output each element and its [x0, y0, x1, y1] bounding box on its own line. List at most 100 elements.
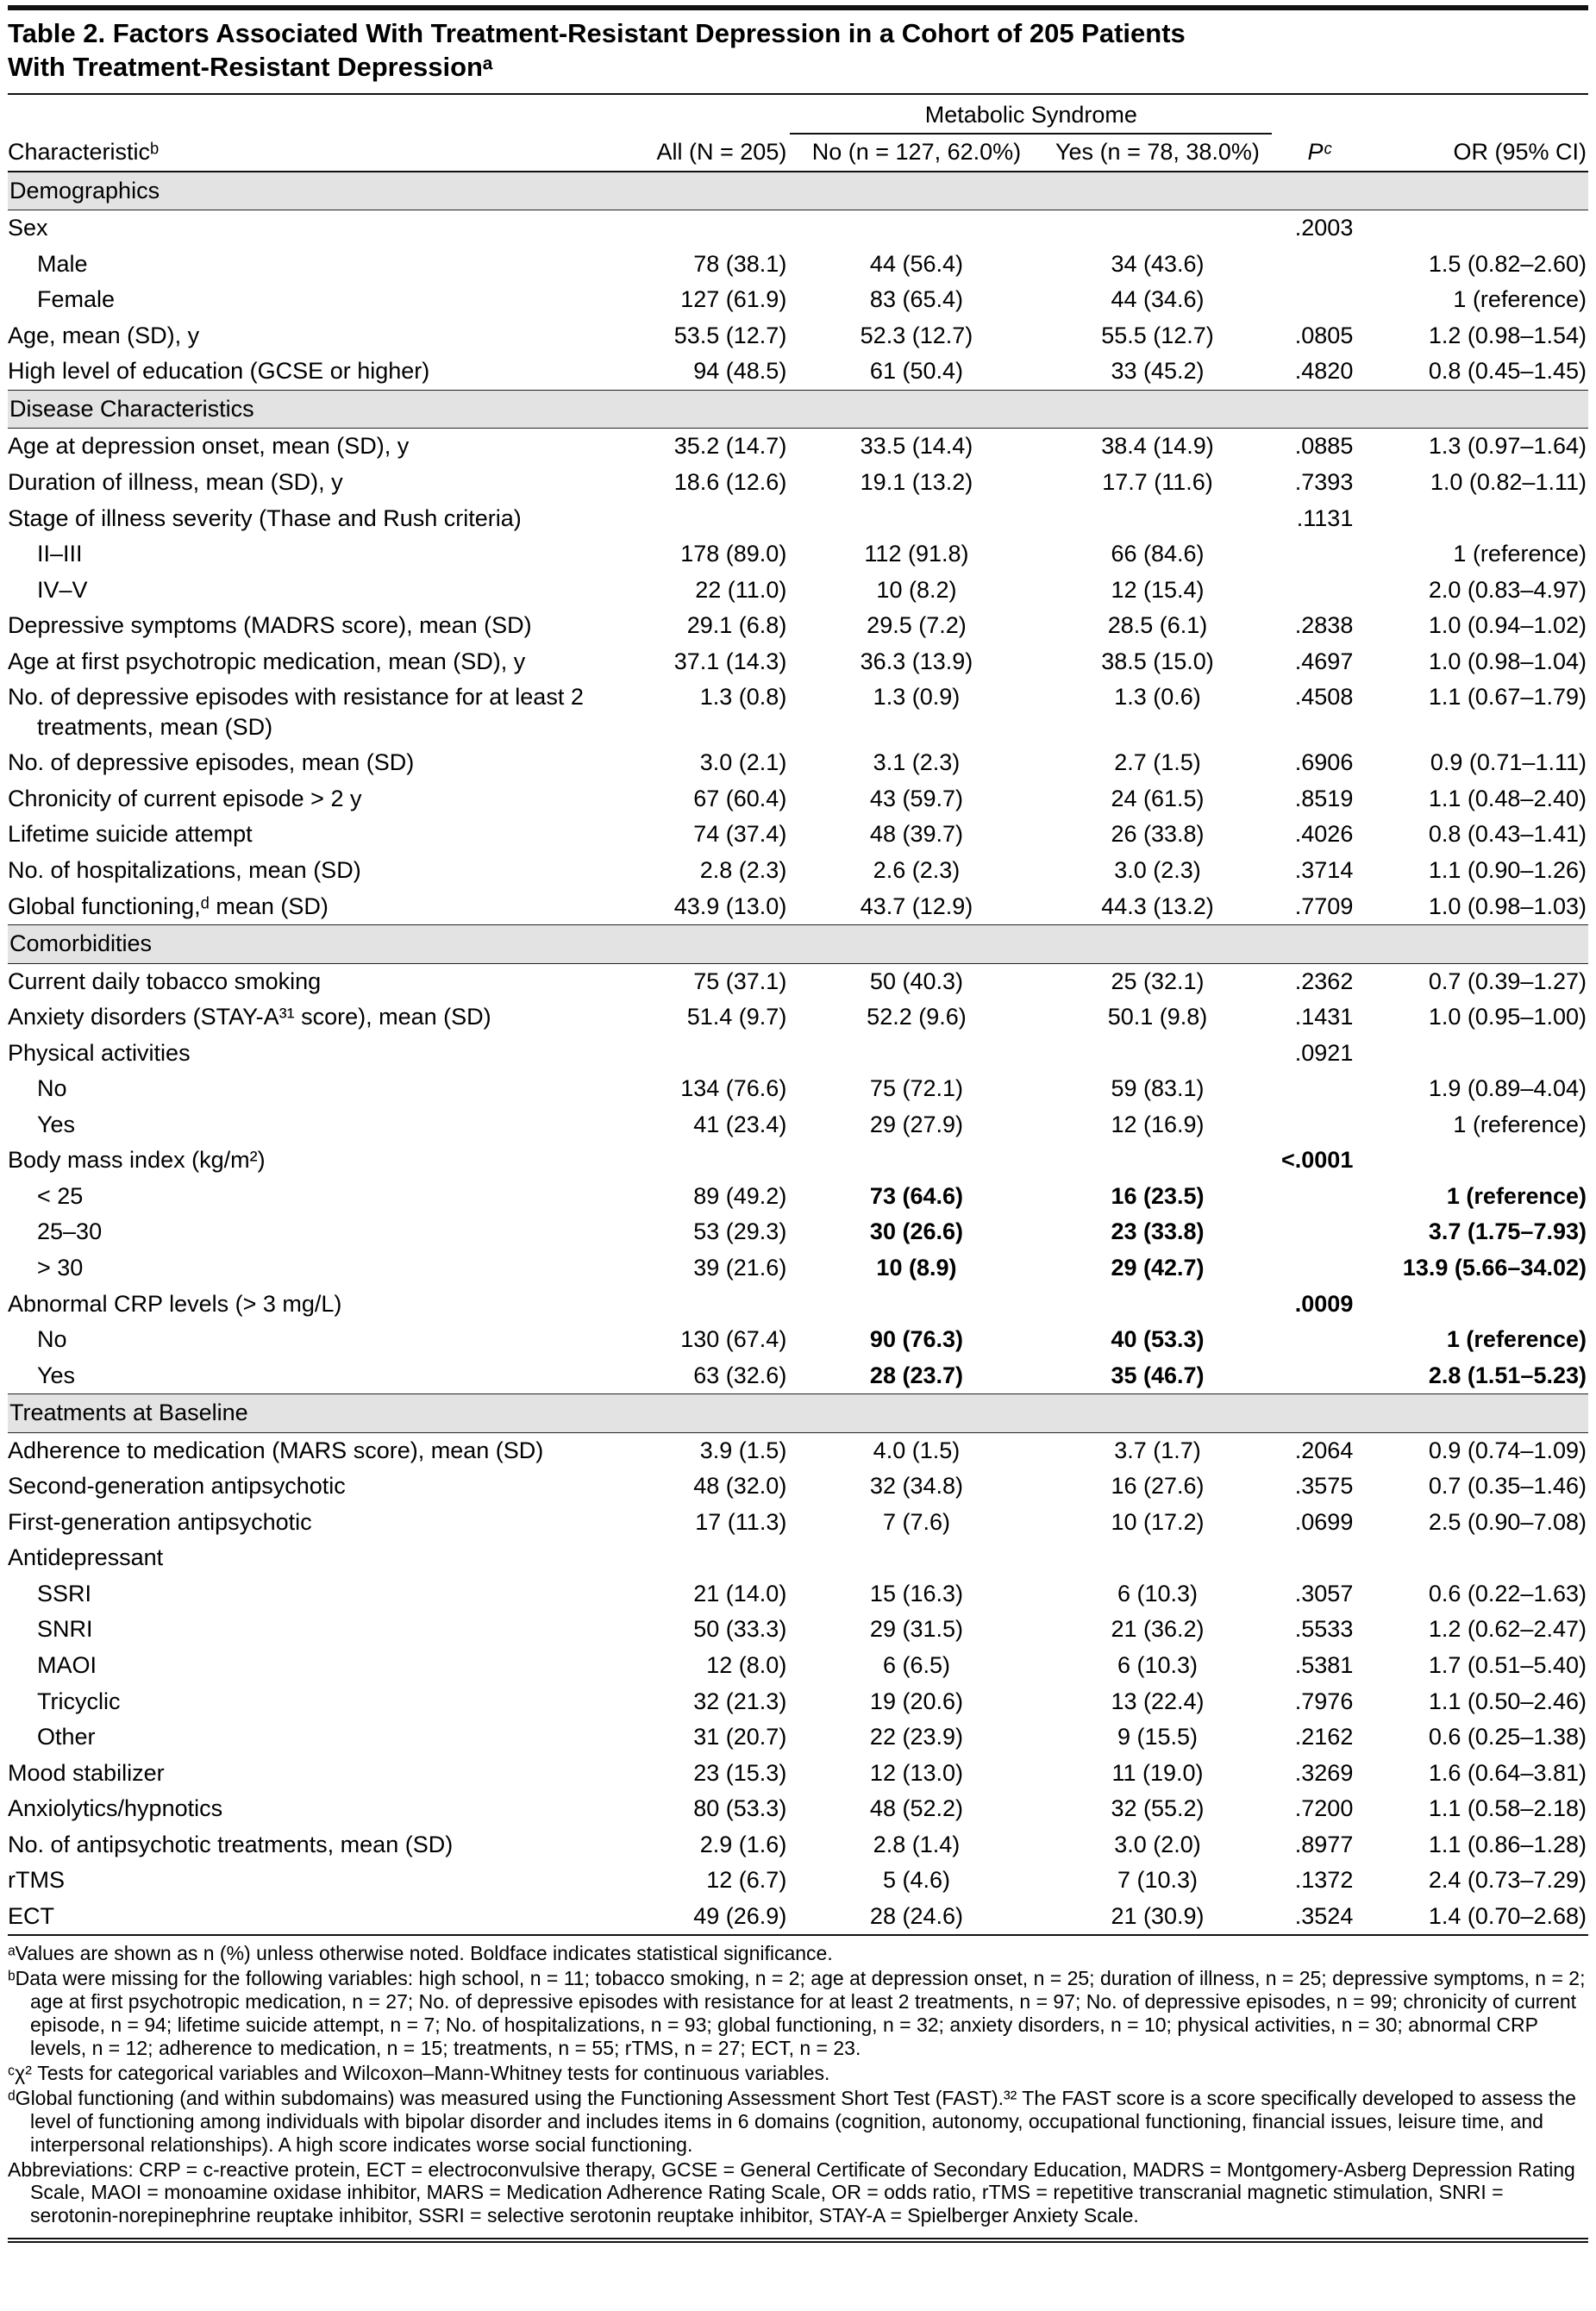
metabolic-syndrome-header: Metabolic Syndrome [790, 94, 1273, 135]
row-label: Male [37, 250, 88, 277]
cell-p-value [1272, 1358, 1367, 1394]
footnote: ᶜχ² Tests for categorical variables and … [8, 2061, 830, 2084]
row-label: ECT [8, 1902, 54, 1929]
cell-no: 2.8 (1.4) [873, 1831, 961, 1857]
table-row: SSRI 21 (14.0) 15 (16.3) 6 (10.3) .3057 0.6 (… [8, 1576, 1588, 1613]
cell-no: 75 (72.1) [869, 1075, 963, 1102]
cell-all: 31 (20.7) [693, 1724, 787, 1750]
cell-no [790, 1540, 1042, 1576]
cell-odds-ratio: 1.0 (0.94–1.02) [1428, 612, 1587, 639]
cell-odds-ratio: 0.9 (0.74–1.09) [1428, 1437, 1587, 1463]
title-line1: Table 2. Factors Associated With Treatme… [8, 18, 1186, 48]
table-title: Table 2. Factors Associated With Treatme… [8, 5, 1588, 95]
cell-all: 17 (11.3) [695, 1508, 787, 1535]
cell-odds-ratio [1367, 1287, 1588, 1323]
row-label: Anxiolytics/hypnotics [8, 1795, 223, 1822]
cell-no: 12 (13.0) [869, 1759, 963, 1786]
cell-odds-ratio: 1.7 (0.51–5.40) [1428, 1652, 1587, 1679]
cell-all: 43.9 (13.0) [673, 892, 787, 919]
row-label: First-generation antipsychotic [8, 1508, 312, 1535]
cell-p-value: .2162 [1294, 1724, 1354, 1750]
cell-no: 43 (59.7) [869, 785, 963, 811]
cell-p-value [1272, 536, 1367, 573]
row-label: Female [37, 286, 116, 313]
cell-yes: 6 (10.3) [1117, 1652, 1199, 1679]
table-row: Chronicity of current episode > 2 y 67 (6… [8, 781, 1588, 817]
row-label: MAOI [37, 1652, 97, 1679]
row-label: No. of depressive episodes, mean (SD) [8, 749, 415, 776]
cell-odds-ratio: 0.6 (0.25–1.38) [1428, 1724, 1587, 1750]
cell-all: 35.2 (14.7) [673, 433, 787, 460]
cell-p-value [1272, 1179, 1367, 1215]
cell-p-value: .0009 [1294, 1290, 1354, 1317]
column-header-row: Characteristicᵇ All (N = 205) No (n = 12… [8, 134, 1588, 172]
row-label: Age at depression onset, mean (SD), y [8, 433, 410, 460]
section-row: Treatments at Baseline [8, 1393, 1588, 1433]
cell-no: 112 (91.8) [864, 541, 969, 567]
row-label: Antidepressant [8, 1544, 164, 1571]
cell-p-value: .4026 [1294, 821, 1354, 848]
cell-no: 29.5 (7.2) [867, 612, 967, 639]
cell-odds-ratio [1367, 1143, 1588, 1179]
cell-p-value: .0921 [1294, 1039, 1354, 1066]
cell-no: 3.1 (2.3) [873, 749, 961, 776]
cell-p-value [1272, 1107, 1367, 1143]
table-row: Age at first psychotropic medication, me… [8, 644, 1588, 680]
cell-no: 5 (4.6) [882, 1867, 950, 1894]
cell-p-value [1272, 1250, 1367, 1287]
row-label: rTMS [8, 1867, 65, 1894]
cell-odds-ratio: 1 (reference) [1453, 1111, 1587, 1137]
cell-odds-ratio: 1.0 (0.95–1.00) [1428, 1004, 1587, 1030]
cell-p-value: .1431 [1294, 1004, 1354, 1030]
cell-odds-ratio: 2.8 (1.51–5.23) [1428, 1362, 1587, 1388]
cell-odds-ratio: 2.4 (0.73–7.29) [1428, 1867, 1587, 1894]
cell-odds-ratio: 1 (reference) [1446, 1182, 1587, 1209]
cell-odds-ratio: 1.1 (0.48–2.40) [1428, 785, 1587, 811]
cell-odds-ratio: 0.9 (0.71–1.11) [1430, 749, 1587, 776]
row-label: II–III [37, 541, 83, 567]
cell-yes: 38.4 (14.9) [1101, 433, 1214, 460]
table-row: First-generation antipsychotic 17 (11.3) 7… [8, 1505, 1588, 1541]
cell-yes: 11 (19.0) [1111, 1759, 1204, 1786]
cell-no: 1.3 (0.9) [873, 684, 961, 711]
row-label: SNRI [37, 1616, 93, 1643]
cell-odds-ratio: 1.1 (0.67–1.79) [1428, 684, 1587, 711]
table-row: Sex .2003 [8, 210, 1588, 247]
cell-all: 22 (11.0) [695, 576, 787, 603]
cell-yes: 21 (30.9) [1111, 1902, 1205, 1929]
cell-no: 90 (76.3) [869, 1326, 963, 1353]
cell-all [640, 1540, 790, 1576]
cell-all: 23 (15.3) [693, 1759, 787, 1786]
cell-no: 10 (8.9) [876, 1255, 957, 1281]
cell-no: 43.7 (12.9) [860, 892, 973, 919]
cell-no: 61 (50.4) [869, 358, 963, 385]
table-row: Abnormal CRP levels (> 3 mg/L) .0009 [8, 1287, 1588, 1323]
cell-yes: 55.5 (12.7) [1101, 322, 1214, 348]
cell-p-value: .2003 [1294, 215, 1354, 241]
cell-p-value: .3057 [1294, 1580, 1354, 1606]
footnote: Abbreviations: CRP = c-reactive protein,… [8, 2158, 1575, 2227]
cell-p-value [1272, 573, 1367, 609]
table-row: Anxiolytics/hypnotics 80 (53.3) 48 (52.2) 3… [8, 1791, 1588, 1827]
cell-p-value: .5381 [1294, 1652, 1354, 1679]
cell-all: 12 (6.7) [706, 1867, 787, 1894]
col-p-value: Pᶜ [1272, 134, 1368, 172]
cell-no: 28 (24.6) [869, 1902, 963, 1929]
row-label: Abnormal CRP levels (> 3 mg/L) [8, 1290, 342, 1317]
cell-no: 29 (31.5) [869, 1616, 963, 1643]
cell-p-value: .2064 [1294, 1437, 1354, 1463]
cell-no: 6 (6.5) [882, 1652, 950, 1679]
cell-yes: 10 (17.2) [1111, 1508, 1205, 1535]
table-row: Current daily tobacco smoking 75 (37.1) 50… [8, 963, 1588, 999]
cell-all: 134 (76.6) [680, 1075, 787, 1102]
cell-odds-ratio: 1.1 (0.50–2.46) [1428, 1688, 1587, 1714]
cell-odds-ratio: 0.7 (0.35–1.46) [1428, 1473, 1587, 1500]
cell-yes: 25 (32.1) [1111, 968, 1205, 994]
cell-no [790, 1287, 1042, 1323]
cell-odds-ratio: 0.8 (0.43–1.41) [1428, 821, 1587, 848]
cell-no [790, 1143, 1042, 1179]
cell-all: 2.8 (2.3) [699, 856, 787, 883]
cell-yes [1043, 1036, 1273, 1072]
table-row: Mood stabilizer 23 (15.3) 12 (13.0) 11 (19.… [8, 1756, 1588, 1792]
row-label: No [37, 1075, 67, 1102]
